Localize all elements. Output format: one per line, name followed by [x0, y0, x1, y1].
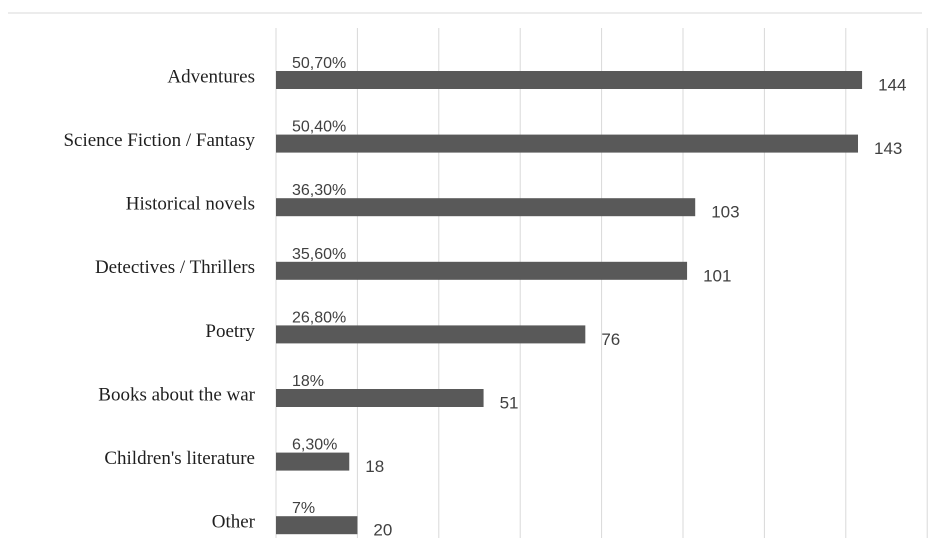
category-label: Adventures: [167, 66, 255, 87]
category-label: Detectives / Thrillers: [95, 257, 255, 278]
value-label: 76: [601, 330, 620, 349]
bar: [276, 71, 863, 89]
percent-label: 6,30%: [292, 437, 337, 454]
percent-label: 26,80%: [292, 309, 346, 326]
percent-label: 35,60%: [292, 246, 346, 263]
bar: [276, 516, 358, 535]
gridlines: [275, 28, 928, 538]
category-label: Books about the war: [98, 384, 255, 405]
category-label: Science Fiction / Fantasy: [63, 130, 255, 151]
percent-label: 36,30%: [292, 182, 346, 199]
bar: [276, 198, 696, 217]
bar: [276, 389, 484, 407]
value-label: 51: [500, 393, 519, 412]
bar: [276, 325, 586, 344]
category-label: Other: [212, 512, 256, 533]
value-label: 143: [874, 139, 902, 158]
percent-label: 50,70%: [292, 55, 346, 72]
bars: [276, 71, 863, 535]
bar: [276, 134, 859, 153]
value-label: 18: [365, 457, 384, 476]
percent-label: 18%: [292, 373, 324, 390]
labels: Adventures 50,70% 144 Science Fiction / Fan…: [63, 55, 906, 540]
value-label: 101: [703, 266, 731, 285]
percent-label: 7%: [292, 500, 315, 517]
value-label: 144: [878, 75, 906, 94]
percent-label: 50,40%: [292, 119, 346, 136]
bar: [276, 452, 350, 471]
category-label: Children's literature: [104, 448, 255, 469]
category-label: Poetry: [205, 321, 255, 342]
bar: [276, 261, 688, 280]
value-label: 103: [711, 203, 739, 222]
value-label: 20: [373, 521, 392, 540]
category-label: Historical novels: [126, 194, 255, 215]
